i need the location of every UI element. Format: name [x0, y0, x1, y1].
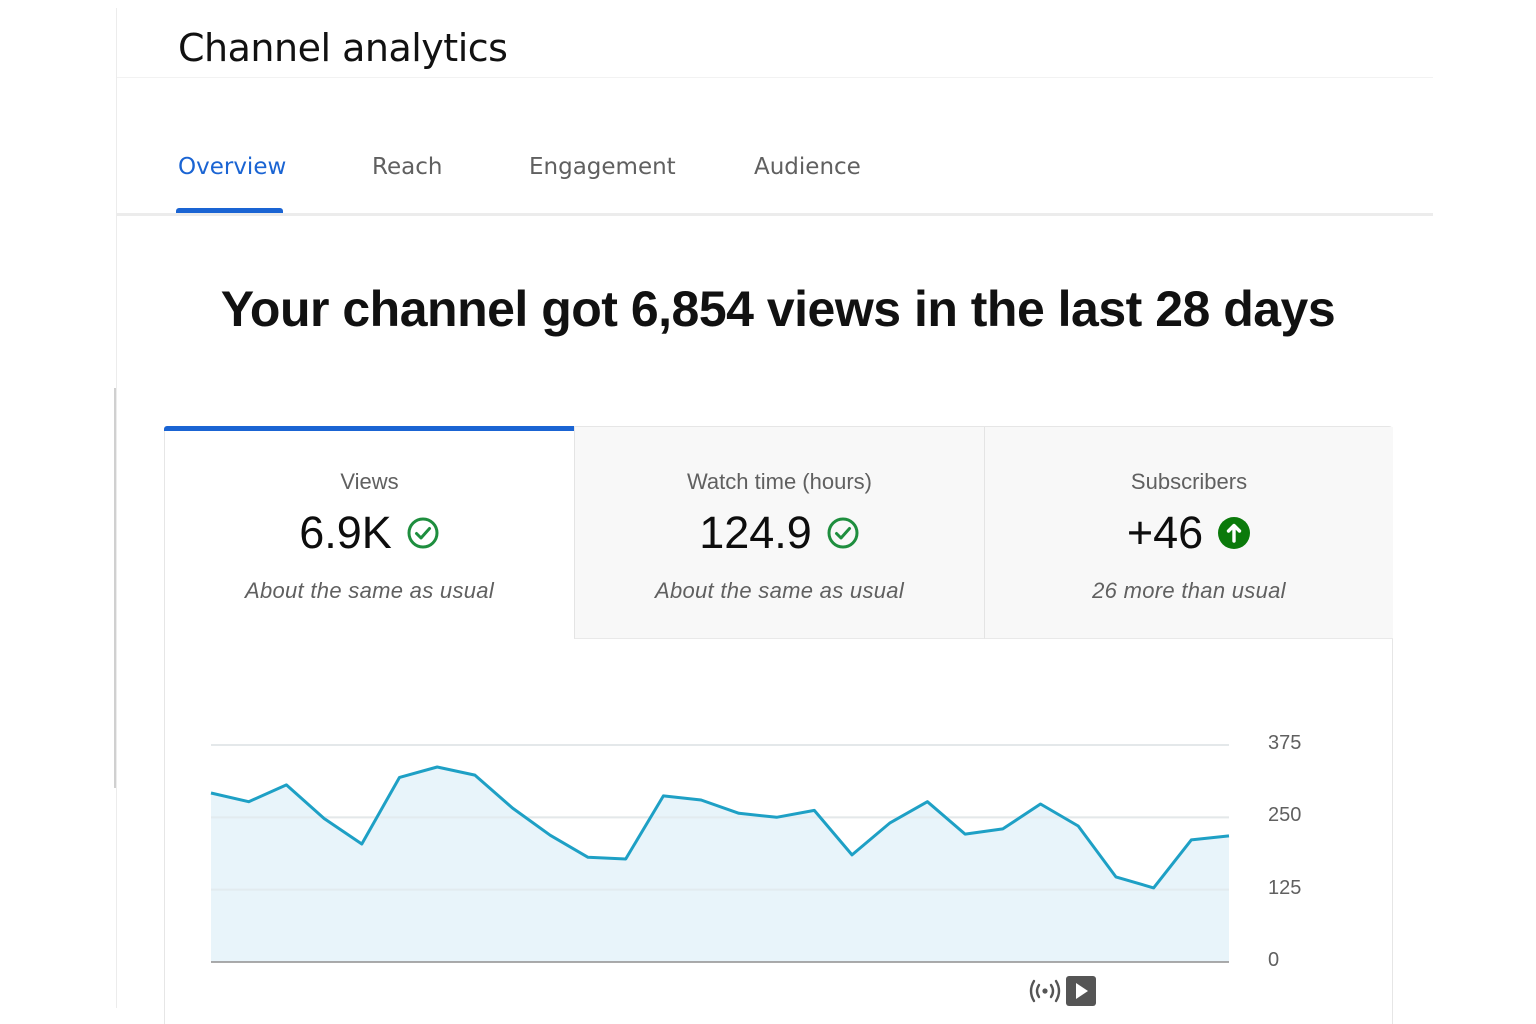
- tab-overview[interactable]: Overview: [178, 154, 287, 180]
- chart-footer-icons: [1026, 976, 1096, 1006]
- metric-value: 124.9: [699, 507, 812, 558]
- y-axis-tick-label: 0: [1268, 949, 1280, 971]
- side-scroll-marker: [114, 388, 116, 788]
- metrics-card: Views 6.9K About the same as usual Watch…: [164, 426, 1393, 1024]
- metric-note: About the same as usual: [654, 578, 905, 603]
- metric-label: Watch time (hours): [686, 469, 872, 494]
- metric-value: 6.9K: [299, 507, 392, 558]
- video-play-icon: [1066, 976, 1096, 1006]
- metric-label: Views: [340, 469, 399, 494]
- metric-value: +46: [1126, 507, 1204, 558]
- tab-audience[interactable]: Audience: [754, 154, 861, 180]
- check-circle-icon: [406, 516, 440, 550]
- metric-label: Subscribers: [1130, 469, 1248, 494]
- tab-reach[interactable]: Reach: [372, 154, 443, 180]
- check-circle-icon: [826, 516, 860, 550]
- tab-engagement[interactable]: Engagement: [529, 154, 676, 180]
- page-title: Channel analytics: [178, 26, 508, 70]
- selected-metric-indicator: [164, 426, 574, 431]
- y-axis-tick-label: 125: [1268, 876, 1302, 899]
- metric-note: 26 more than usual: [1092, 578, 1286, 603]
- y-axis-tick-label: 250: [1268, 804, 1302, 827]
- analytics-tabs: Overview Reach Engagement Audience: [117, 130, 1433, 216]
- page-left-border: [116, 8, 117, 1008]
- metric-tab-watch-time[interactable]: Watch time (hours) 124.9 About the same …: [574, 427, 984, 639]
- metric-tab-views[interactable]: Views 6.9K About the same as usual: [164, 426, 574, 639]
- metric-tab-subscribers[interactable]: Subscribers +46 26 more than usual: [984, 427, 1393, 639]
- y-axis-tick-label: 375: [1268, 732, 1302, 754]
- metric-note: About the same as usual: [244, 578, 495, 603]
- arrow-up-circle-icon: [1217, 516, 1251, 550]
- live-stream-icon: [1026, 976, 1064, 1006]
- title-divider: [117, 77, 1433, 78]
- summary-headline: Your channel got 6,854 views in the last…: [220, 281, 1336, 337]
- active-tab-indicator: [176, 208, 283, 213]
